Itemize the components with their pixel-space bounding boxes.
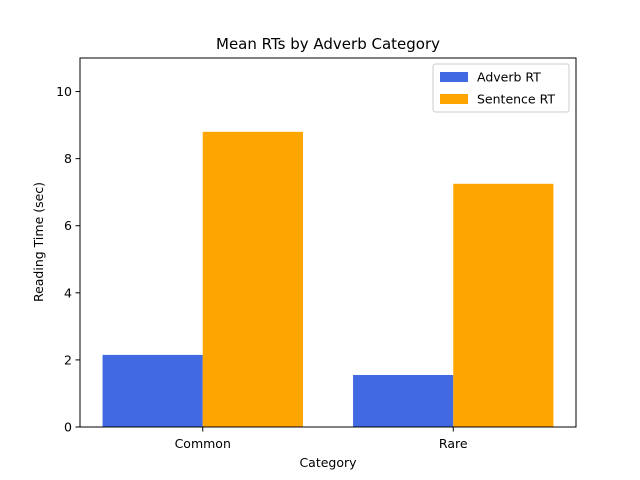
legend-label-sentence-rt: Sentence RT [477,92,555,107]
y-tick-label: 10 [56,84,72,99]
y-axis-title: Reading Time (sec) [31,182,46,302]
y-tick-label: 4 [64,285,72,300]
x-axis-ticks: Common Rare [175,427,468,451]
x-axis-title: Category [299,455,357,470]
chart-title: Mean RTs by Adverb Category [216,35,440,53]
y-tick-label: 0 [64,420,72,435]
x-tick-label-rare: Rare [439,436,468,451]
bar-sentence-rt-common [202,131,303,428]
bar-adverb-rt-common [102,354,203,427]
bar-sentence-rt-rare [453,183,554,427]
y-tick-label: 6 [64,218,72,233]
x-tick-label-common: Common [175,436,231,451]
legend: Adverb RT Sentence RT [432,63,570,113]
legend-label-adverb-rt: Adverb RT [477,70,541,85]
legend-swatch-adverb-rt [440,72,468,82]
plot-frame [79,57,577,428]
legend-swatch-sentence-rt [440,94,468,104]
y-tick-label: 2 [64,352,72,367]
y-tick-label: 8 [64,151,72,166]
bars-group [102,131,554,428]
bar-adverb-rt-rare [353,375,454,427]
y-axis-ticks: 0 2 4 6 8 10 [56,84,80,435]
